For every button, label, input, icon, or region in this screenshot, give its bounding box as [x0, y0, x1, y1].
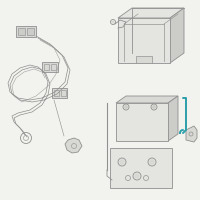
Bar [16, 26, 36, 37]
Bar [110, 148, 172, 188]
Circle shape [125, 106, 127, 108]
Bar [52, 88, 67, 98]
Polygon shape [118, 8, 184, 18]
Bar [136, 56, 152, 63]
Bar [116, 103, 168, 141]
Circle shape [153, 106, 155, 108]
Bar [54, 90, 59, 96]
Circle shape [120, 160, 124, 164]
Bar [27, 28, 34, 35]
Polygon shape [168, 96, 178, 141]
Bar [18, 28, 25, 35]
Bar [44, 64, 49, 70]
Polygon shape [65, 138, 82, 153]
Circle shape [150, 160, 154, 164]
Polygon shape [116, 96, 178, 103]
Polygon shape [186, 126, 197, 142]
Bar [51, 64, 56, 70]
Circle shape [135, 174, 139, 178]
Polygon shape [170, 8, 184, 63]
Bar [61, 90, 66, 96]
Bar [42, 62, 58, 72]
Bar [118, 18, 170, 63]
Circle shape [112, 21, 114, 23]
